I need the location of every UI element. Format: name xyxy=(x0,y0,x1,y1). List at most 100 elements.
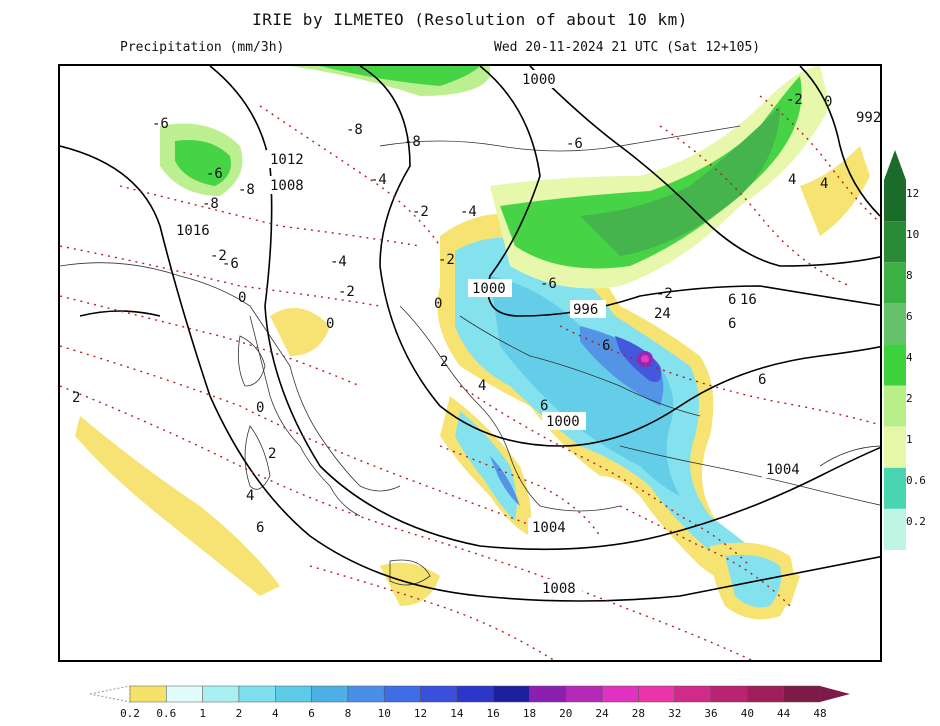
coastlines xyxy=(60,125,880,586)
colorbar-swatch xyxy=(884,508,906,550)
temp-label: -2 xyxy=(338,284,355,300)
colorbar-swatch xyxy=(884,467,906,509)
colorbar-swatch xyxy=(492,685,530,703)
colorbar-swatch xyxy=(601,685,639,703)
isobar-label: 1016 xyxy=(176,223,210,239)
colorbar-tick-label: 4 xyxy=(906,351,913,364)
temperature-contours xyxy=(60,95,880,660)
temp-label: 0 xyxy=(434,296,442,312)
map-title: IRIE by ILMETEO (Resolution of about 10 … xyxy=(252,10,688,29)
temp-label: 0 xyxy=(326,316,334,332)
colorbar-swatch xyxy=(529,685,567,703)
colorbar-swatch xyxy=(747,685,784,703)
isobar-label: 1000 xyxy=(546,414,580,430)
colorbar-swatch xyxy=(884,303,906,345)
colorbar-swatch xyxy=(238,685,276,703)
colorbar-tick-label: 12 xyxy=(906,186,920,200)
colorbar-swatch xyxy=(884,385,906,427)
temp-label: -6 xyxy=(540,276,557,292)
colorbar-tick-label: 8 xyxy=(344,707,352,720)
colorbar-tick-label: 1 xyxy=(906,433,913,447)
isobar-label: 1000 xyxy=(522,72,556,88)
temp-label: 6 xyxy=(728,316,736,332)
temp-label: 2 xyxy=(440,354,448,370)
colorbar-arrow-left xyxy=(90,685,131,703)
temp-label: -6 xyxy=(152,116,169,132)
colorbar-arrow-right xyxy=(820,686,850,702)
vertical-colorbar xyxy=(884,150,906,550)
temp-label: -8 xyxy=(404,134,421,150)
isobar-label: 996 xyxy=(573,302,598,318)
temp-label: -6 xyxy=(566,136,583,152)
colorbar-swatch xyxy=(347,685,385,703)
temp-label: -8 xyxy=(346,122,363,138)
colorbar-tick-label: 10 xyxy=(377,707,391,720)
temp-label: -4 xyxy=(370,172,387,188)
colorbar-swatch xyxy=(674,685,712,703)
colorbar-swatch xyxy=(420,685,458,703)
temp-label: -2 xyxy=(438,252,455,268)
colorbar-swatch xyxy=(565,685,603,703)
precip-legend-vertical: 12 10 8 6 4 2 1 0.6 0.2 xyxy=(884,150,940,550)
temp-label: 6 xyxy=(540,398,548,414)
temp-label: 2 xyxy=(72,390,80,406)
colorbar-tick-label: 0.6 xyxy=(906,474,926,488)
colorbar-swatch xyxy=(783,685,821,703)
valid-time-caption: Wed 20-11-2024 21 UTC (Sat 12+105) xyxy=(494,40,761,55)
colorbar-swatch xyxy=(456,685,494,703)
temp-label: -6 xyxy=(222,256,239,272)
temp-label: 0 xyxy=(238,290,246,306)
colorbar-swatch xyxy=(383,685,421,703)
colorbar-tick-label: 48 xyxy=(813,707,827,720)
colorbar-swatch xyxy=(202,685,240,703)
temp-label: -2 xyxy=(210,248,227,264)
isobar-label: 1004 xyxy=(766,462,800,478)
temp-label: 0 xyxy=(256,400,264,416)
temp-label: 2 xyxy=(268,446,276,462)
temp-label: -2 xyxy=(656,286,673,302)
temp-label: 6 xyxy=(602,338,610,354)
colorbar-tick-label: 4 xyxy=(271,707,279,720)
colorbar-swatch xyxy=(884,426,906,468)
colorbar-tick-label: 10 xyxy=(906,227,920,241)
isobar-label: 1000 xyxy=(472,281,506,297)
colorbar-swatch xyxy=(311,685,349,703)
colorbar-tick-label: 14 xyxy=(450,707,464,720)
temp-label: 4 xyxy=(246,488,254,504)
isobar-label: 1004 xyxy=(532,520,566,536)
colorbar-swatch xyxy=(884,262,906,304)
colorbar-tick-label: 1 xyxy=(199,707,206,720)
colorbar-tick-label: 0.2 xyxy=(120,707,140,720)
temp-label: -2 xyxy=(412,204,429,220)
isobar-label: 1012 xyxy=(270,152,304,168)
variable-caption: Precipitation (mm/3h) xyxy=(120,40,285,55)
temp-label: 4 xyxy=(788,172,796,188)
colorbar-tick-label: 16 xyxy=(486,707,500,720)
colorbar-tick-label: 32 xyxy=(668,707,682,720)
horizontal-colorbar xyxy=(90,685,850,703)
colorbar-tick-label: 40 xyxy=(740,707,754,720)
colorbar-tick-label: 8 xyxy=(906,268,913,282)
colorbar-arrow-top xyxy=(884,150,906,180)
temp-label: -4 xyxy=(330,254,347,270)
temp-label: 4 xyxy=(820,176,828,192)
temp-label: -8 xyxy=(202,196,219,212)
temp-label: 6 xyxy=(728,292,736,308)
forecast-map: 1016 1012 1008 1000 996 1000 1004 1008 1… xyxy=(58,64,882,662)
colorbar-tick-label: 28 xyxy=(631,707,646,720)
colorbar-swatch xyxy=(638,685,675,703)
map-canvas: 1016 1012 1008 1000 996 1000 1004 1008 1… xyxy=(60,66,880,660)
isobar-labels: 1016 1012 1008 1000 996 1000 1004 1008 1… xyxy=(172,70,880,597)
colorbar-tick-label: 36 xyxy=(704,707,718,720)
colorbar-tick-label: 0.6 xyxy=(156,707,177,720)
precip-legend-horizontal: 0.2 0.6 1 2 4 6 8 10 12 14 16 18 20 24 28 32 36 40 44 48 xyxy=(90,684,850,724)
temp-label: 4 xyxy=(478,378,486,394)
colorbar-tick-label: 24 xyxy=(595,707,609,720)
colorbar-swatch xyxy=(129,685,167,703)
colorbar-tick-label: 2 xyxy=(235,707,243,720)
colorbar-swatch xyxy=(884,344,906,386)
temp-label: -6 xyxy=(206,166,223,182)
colorbar-tick-label: 2 xyxy=(906,392,913,406)
isobar-label: 1008 xyxy=(542,581,576,597)
temp-label: 0 xyxy=(824,94,832,110)
